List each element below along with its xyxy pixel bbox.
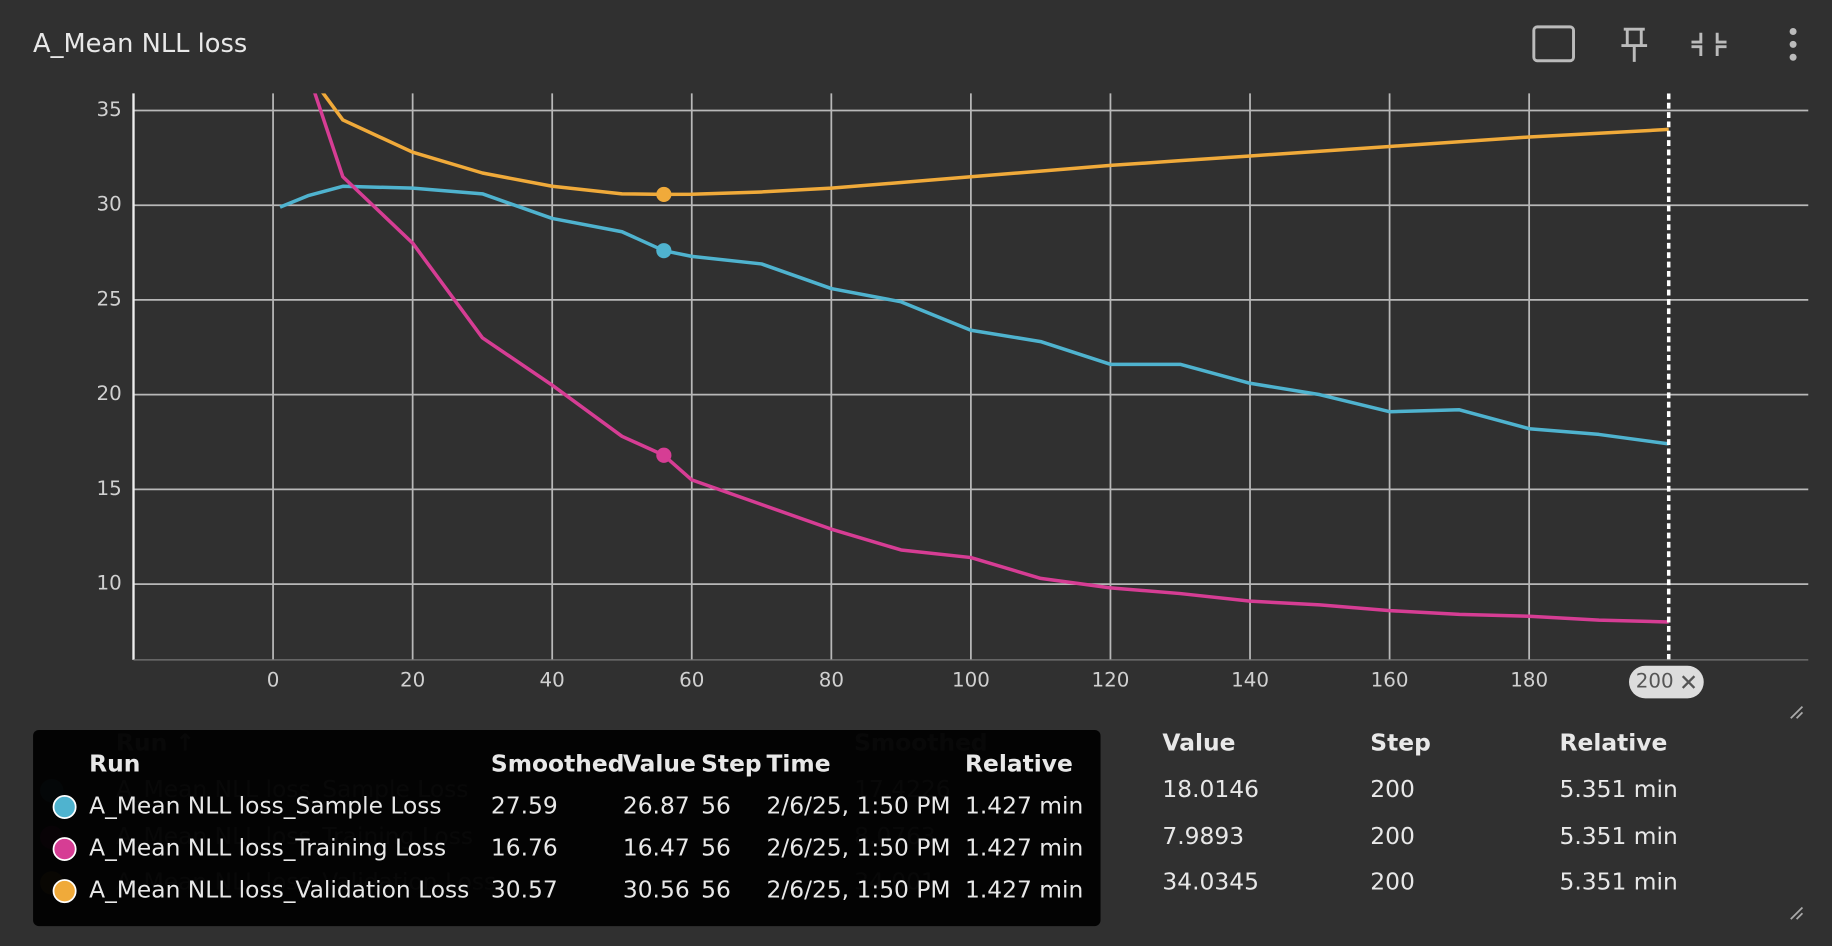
toolbar[interactable] — [1532, 25, 1727, 63]
y-tick-label: 10 — [97, 572, 122, 595]
tooltip-cell: 26.87 — [623, 792, 690, 820]
run-color — [52, 837, 77, 862]
run-color — [52, 879, 77, 904]
tooltip-cell: 16.47 — [623, 834, 690, 862]
tooltip-cell: 1.427 min — [965, 792, 1083, 820]
pin-button[interactable] — [1621, 27, 1648, 62]
column-header: Relative — [1560, 728, 1668, 756]
table-cell: 200 — [1370, 822, 1415, 850]
tooltip-cell: A_Mean NLL loss_Training Loss — [89, 834, 446, 862]
series-line — [313, 93, 1669, 624]
x-tick-label: 60 — [679, 668, 704, 691]
x-tick-label: 100 — [952, 668, 990, 691]
run-color — [52, 795, 77, 819]
y-tick-label: 20 — [97, 382, 122, 405]
fit-domain-button[interactable] — [1532, 25, 1575, 63]
hover-point — [656, 243, 672, 259]
table-cell: 34.0345 — [1162, 867, 1259, 895]
y-tick-label: 35 — [97, 98, 122, 121]
x-tick-label: 80 — [819, 668, 844, 691]
cursor-chip-label: 200 — [1636, 670, 1674, 693]
tooltip-cell: 30.57 — [491, 876, 558, 904]
tooltip-header: Value — [623, 749, 696, 777]
tooltip-cell: 56 — [701, 834, 731, 862]
table-cell: 5.351 min — [1560, 822, 1678, 850]
tooltip-background — [33, 729, 1101, 927]
cursor-chip — [1629, 665, 1704, 699]
more-menu[interactable] — [1789, 28, 1797, 61]
x-tick-label: 0 — [267, 668, 280, 691]
table-cell: 5.351 min — [1560, 867, 1678, 895]
y-tick-label: 30 — [97, 193, 122, 216]
table-cell: 7.9893 — [1162, 822, 1244, 850]
plot-area — [279, 93, 1671, 660]
collapse-button[interactable] — [1691, 32, 1727, 57]
tooltip-cell: 27.59 — [491, 792, 558, 820]
series-line — [321, 93, 1669, 197]
x-tick-label: 120 — [1092, 668, 1130, 691]
table-cell: 18.0146 — [1162, 775, 1259, 803]
tooltip-header: Step — [701, 749, 762, 777]
tooltip-header: Relative — [965, 749, 1073, 777]
column-header: Step — [1370, 728, 1431, 756]
tooltip-cell: A_Mean NLL loss_Sample Loss — [89, 792, 441, 820]
tooltip-cell: 16.76 — [491, 834, 558, 862]
tooltip-header: Run — [89, 749, 140, 777]
table-cell: 200 — [1370, 867, 1415, 895]
chart-title: A_Mean NLL loss — [33, 29, 247, 59]
table-cell: 5.351 min — [1560, 775, 1678, 803]
y-tick-label: 25 — [97, 287, 122, 310]
resize-handle[interactable] — [1790, 906, 1804, 920]
tooltip-cell: 2/6/25, 1:50 PM — [767, 876, 951, 904]
tooltip-cell: 1.427 min — [965, 834, 1083, 862]
x-tick-label: 160 — [1371, 668, 1409, 691]
tooltip-cell: 56 — [701, 876, 731, 904]
x-tick-label: 40 — [540, 668, 565, 691]
tooltip-cell: 30.56 — [623, 876, 690, 904]
cursor-chip-close — [1681, 675, 1696, 689]
column-header: Value — [1162, 728, 1235, 756]
tooltip-cell: A_Mean NLL loss_Validation Loss — [89, 876, 469, 904]
tooltip-cell: 2/6/25, 1:50 PM — [767, 834, 951, 862]
series-line — [279, 184, 1669, 446]
tooltip-cell: 56 — [701, 792, 731, 820]
x-tick-label: 20 — [400, 668, 425, 691]
x-tick-label: 180 — [1510, 668, 1548, 691]
hover-point — [656, 447, 672, 463]
hover-point — [656, 186, 672, 202]
x-tick-label: 140 — [1231, 668, 1269, 691]
tooltip-cell: 1.427 min — [965, 876, 1083, 904]
table-cell: 200 — [1370, 775, 1415, 803]
tooltip-header: Smoothed — [491, 749, 625, 777]
grid: 10 15 20 25 30 35 0 20 40 60 80 100 120 140 160 180 200 — [97, 93, 1809, 699]
tooltip-header: Time — [767, 749, 831, 777]
y-tick-label: 15 — [97, 477, 122, 500]
resize-handle[interactable] — [1790, 705, 1804, 719]
tooltip-cell: 2/6/25, 1:50 PM — [767, 792, 951, 820]
